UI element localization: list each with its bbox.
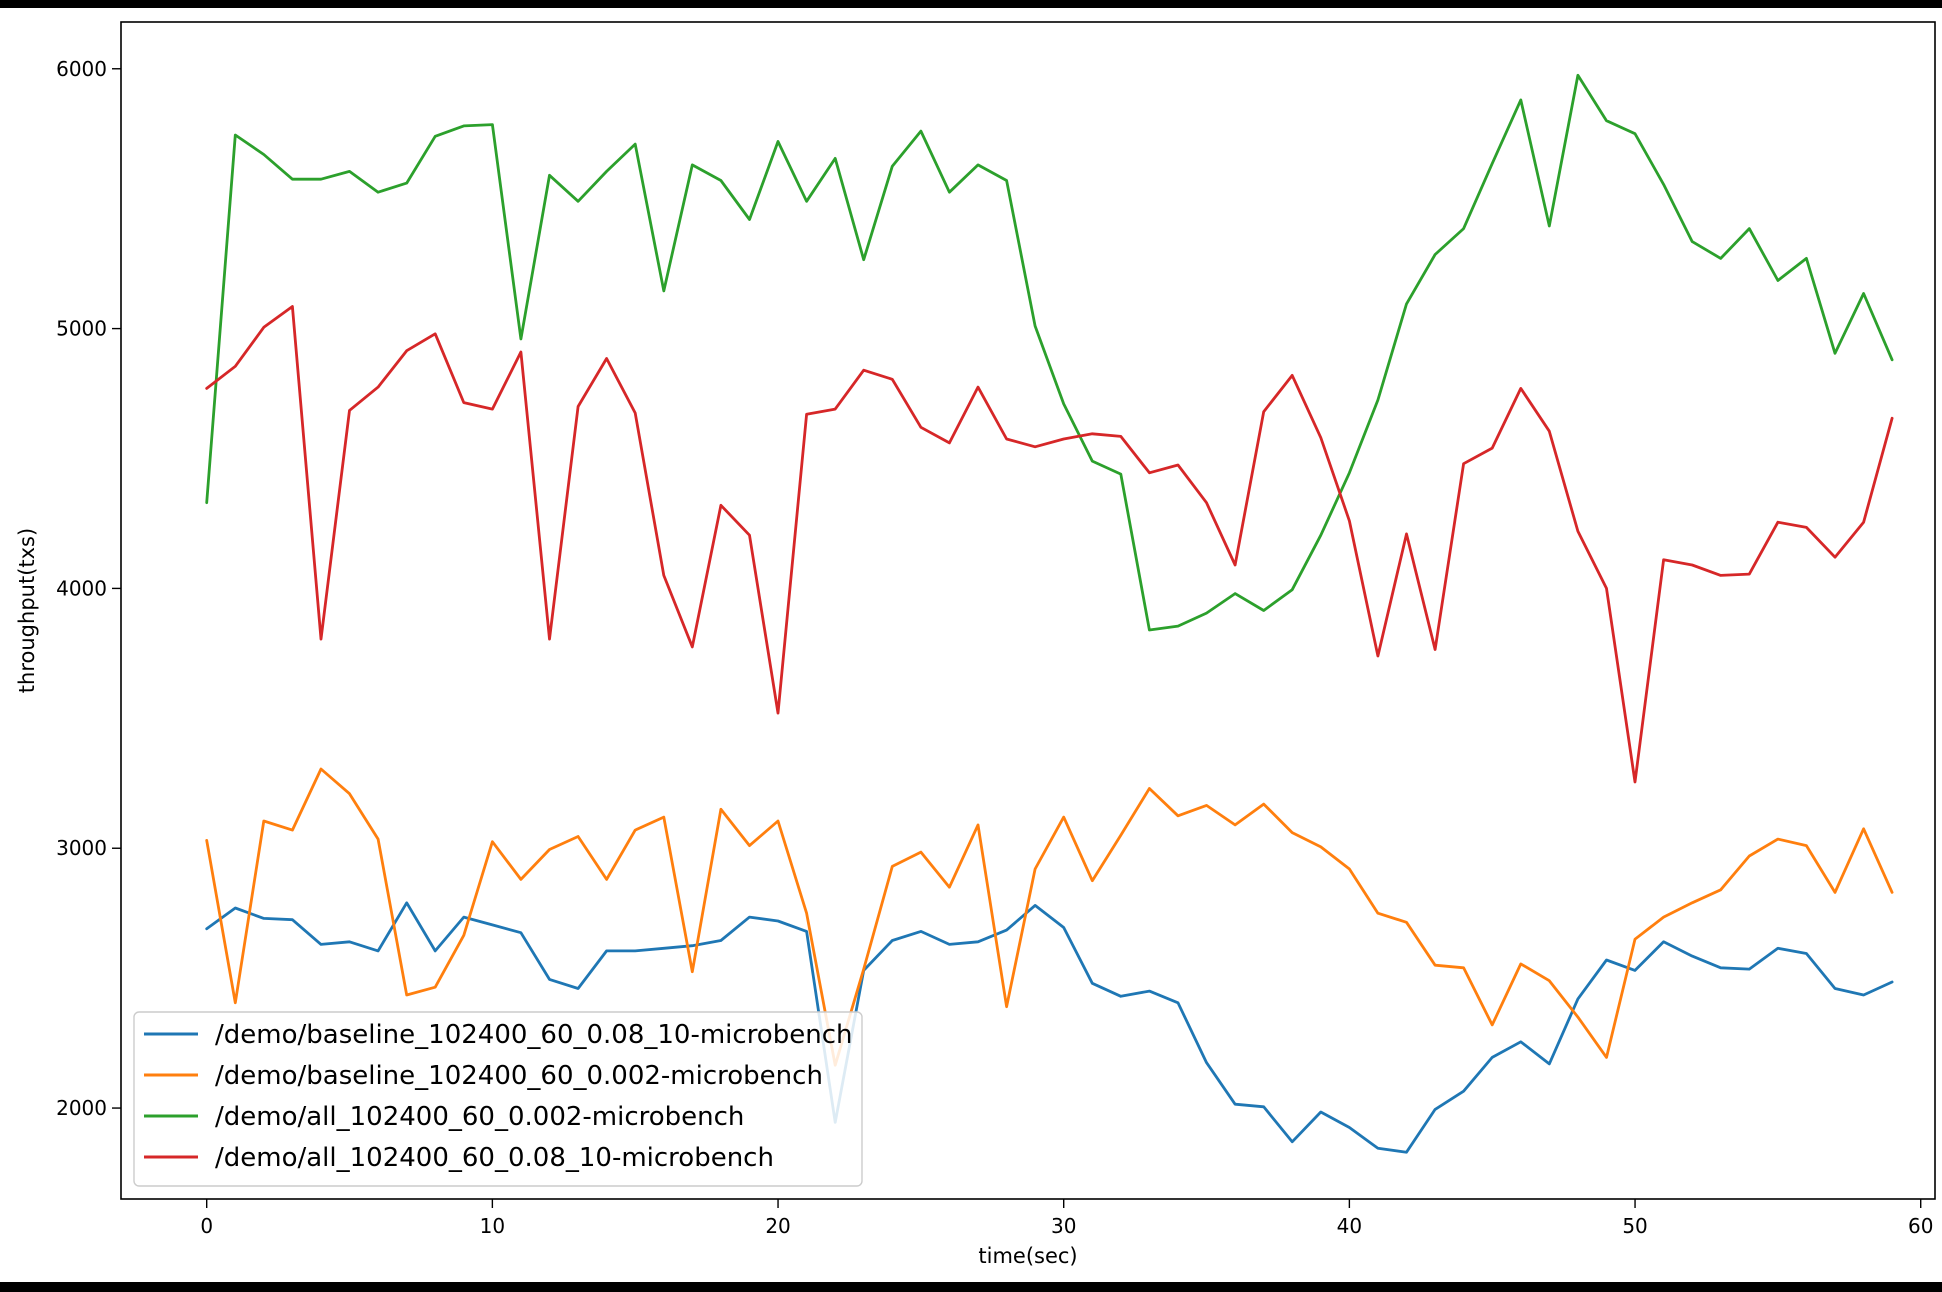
legend-entry-label: /demo/baseline_102400_60_0.08_10-microbe… <box>215 1020 852 1050</box>
y-axis-label: throughput(txs) <box>15 528 39 693</box>
series-line-3 <box>205 73 1894 632</box>
series-line-1 <box>205 901 1894 1154</box>
y-tick-label: 5000 <box>56 317 107 341</box>
plot-area-frame <box>120 21 1936 1200</box>
x-tick-label: 30 <box>1051 1214 1076 1238</box>
x-axis-label: time(sec) <box>978 1244 1077 1268</box>
x-tick-label: 0 <box>200 1214 213 1238</box>
x-tick-label: 50 <box>1622 1214 1647 1238</box>
series-line-4 <box>205 305 1894 784</box>
y-tick-label: 4000 <box>56 576 107 600</box>
x-axis: 0 10 20 30 40 50 60 <box>200 1199 1933 1238</box>
x-tick-label: 40 <box>1337 1214 1362 1238</box>
series-layer <box>205 73 1894 1154</box>
x-tick-label: 10 <box>480 1214 505 1238</box>
y-axis: 2000 3000 4000 5000 6000 <box>56 57 121 1120</box>
x-tick-label: 20 <box>765 1214 790 1238</box>
legend: /demo/baseline_102400_60_0.08_10-microbe… <box>133 1011 863 1187</box>
y-tick-label: 3000 <box>56 836 107 860</box>
y-tick-label: 6000 <box>56 57 107 81</box>
series-line-2 <box>205 767 1894 1067</box>
legend-box <box>133 1011 863 1187</box>
legend-entry-label: /demo/baseline_102400_60_0.002-microbenc… <box>215 1061 823 1091</box>
x-tick-label: 60 <box>1908 1214 1933 1238</box>
legend-entry-label: /demo/all_102400_60_0.08_10-microbench <box>215 1143 774 1173</box>
y-tick-label: 2000 <box>56 1096 107 1120</box>
legend-entry-label: /demo/all_102400_60_0.002-microbench <box>215 1102 744 1132</box>
